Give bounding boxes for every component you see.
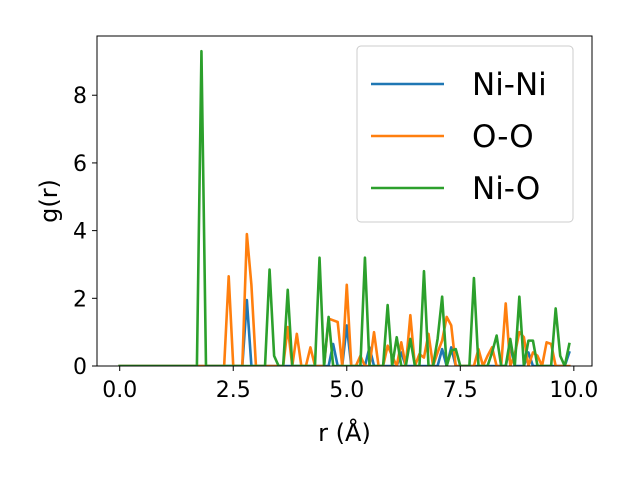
x-tick-label: 0.0 <box>102 378 137 403</box>
y-tick-label: 4 <box>73 220 87 245</box>
y-tick-label: 2 <box>73 287 87 312</box>
legend-label-ni-o: Ni-O <box>472 171 540 207</box>
y-axis-label: g(r) <box>35 179 63 223</box>
y-tick-label: 0 <box>73 355 87 380</box>
y-axis-ticks: 0 2 4 6 8 <box>73 84 97 380</box>
legend-label-o-o: O-O <box>472 119 534 155</box>
x-tick-label: 2.5 <box>216 378 251 403</box>
x-tick-label: 7.5 <box>443 378 478 403</box>
y-tick-label: 8 <box>73 84 87 109</box>
legend-box <box>356 45 574 223</box>
legend-label-ni-ni: Ni-Ni <box>472 67 547 103</box>
x-axis-label: r (Å) <box>318 418 371 447</box>
series-layer <box>118 49 571 366</box>
x-tick-label: 5.0 <box>329 378 364 403</box>
x-tick-label: 10.0 <box>549 378 598 403</box>
y-tick-label: 6 <box>73 152 87 177</box>
x-axis-ticks: 0.0 2.5 5.0 7.5 10.0 <box>102 366 598 403</box>
series-line-ni-o <box>118 49 571 366</box>
legend: Ni-Ni O-O Ni-O <box>356 45 574 223</box>
axes-frame <box>96 35 593 367</box>
